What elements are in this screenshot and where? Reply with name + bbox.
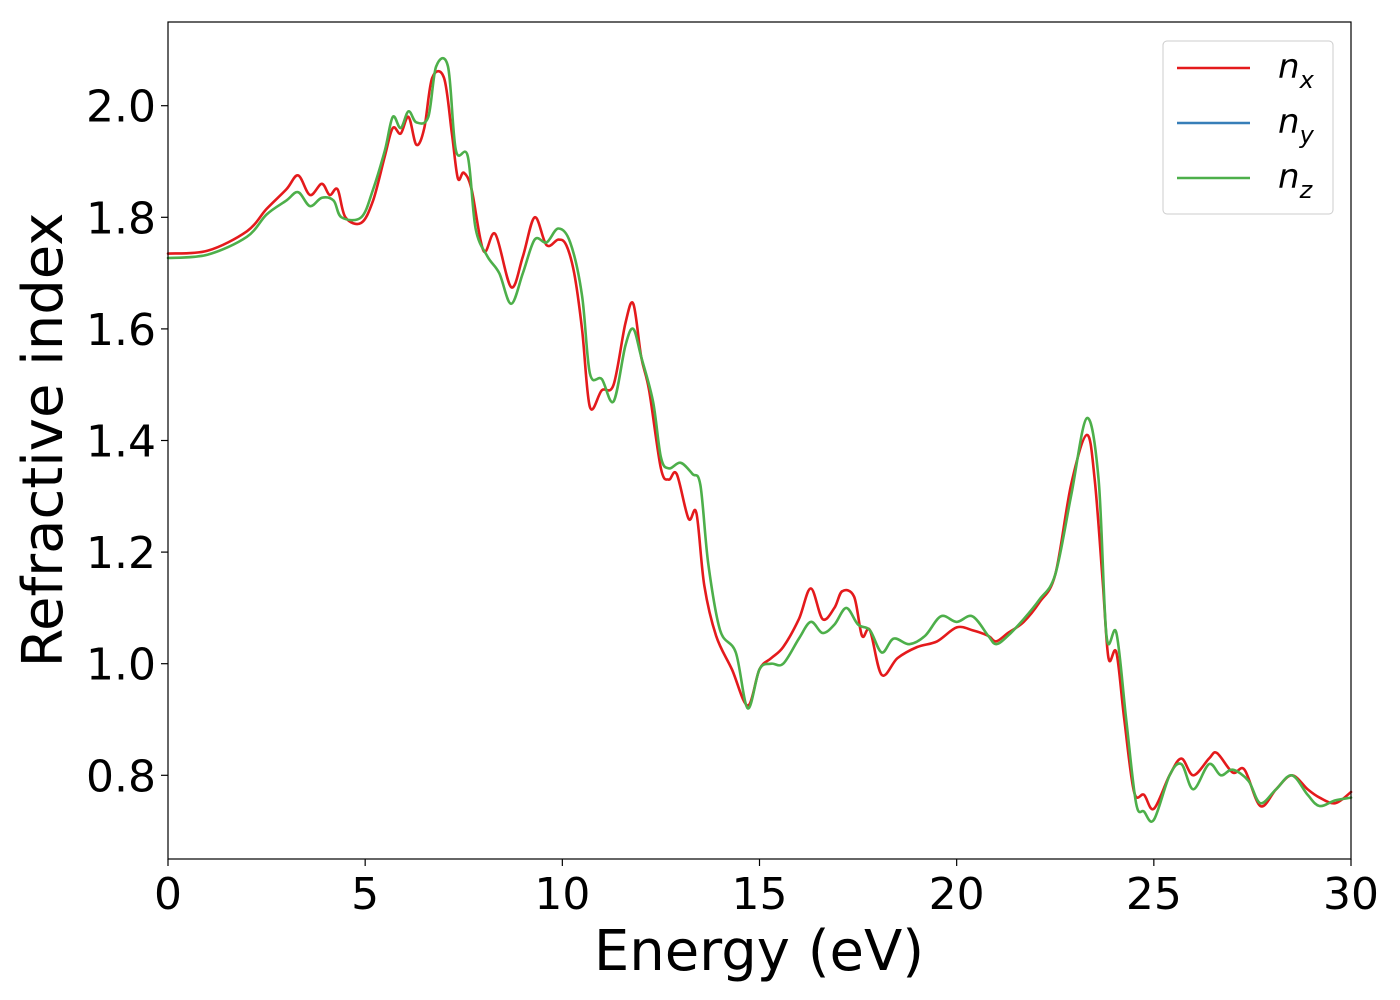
x-axis-label: Energy (eV): [594, 919, 924, 984]
x-tick-label: 20: [929, 869, 985, 920]
x-tick-label: 10: [534, 869, 590, 920]
x-tick-label: 15: [732, 869, 788, 920]
y-tick-label: 1.6: [86, 305, 156, 356]
y-tick-label: 1.2: [86, 528, 156, 579]
y-tick-label: 1.4: [86, 417, 156, 468]
x-tick-label: 5: [351, 869, 379, 920]
x-tick-label: 30: [1323, 869, 1379, 920]
y-axis-label: Refractive index: [11, 213, 76, 668]
y-tick-label: 1.0: [86, 640, 156, 691]
legend-frame: [1162, 40, 1334, 215]
plot-lines: [166, 56, 1353, 823]
y-tick-label: 1.8: [86, 193, 156, 244]
y-axis-ticks: 0.8 1.0 1.2 1.4 1.6 1.8 2.0: [86, 82, 168, 802]
x-tick-label: 0: [154, 869, 182, 920]
series-line-nz: [166, 56, 1353, 823]
y-tick-label: 0.8: [86, 751, 156, 802]
x-axis-ticks: 0 5 10 15 20 25 30: [154, 859, 1379, 920]
x-tick-label: 25: [1126, 869, 1182, 920]
y-tick-label: 2.0: [86, 82, 156, 133]
